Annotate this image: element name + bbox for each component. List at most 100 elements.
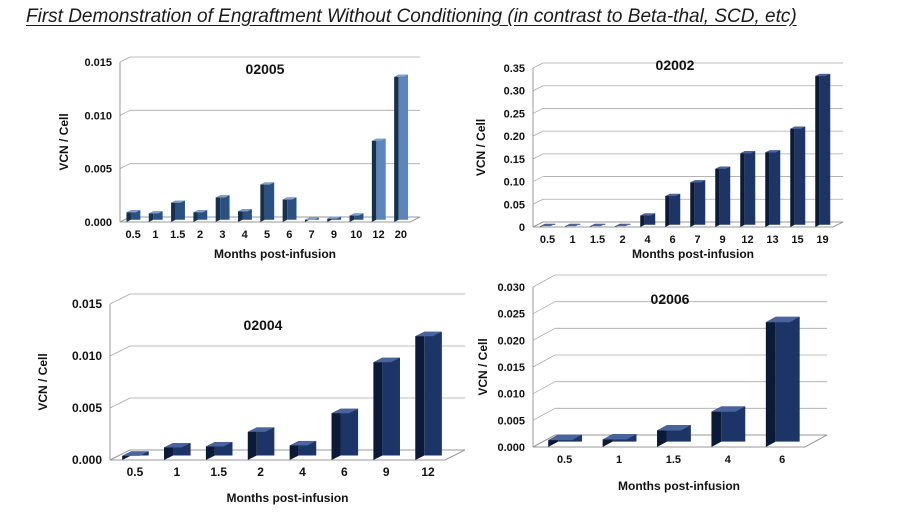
grid-diagonal [532, 407, 556, 421]
chart-title: 02002 [656, 57, 695, 73]
bar [765, 316, 800, 447]
grid-diagonal [532, 381, 556, 395]
bar [565, 223, 581, 227]
chart-title: 02005 [246, 61, 285, 77]
bar-side [373, 357, 383, 460]
x-tick-label: 6 [779, 454, 785, 466]
bar-front [382, 357, 400, 456]
x-tick-label: 4 [299, 465, 306, 479]
bar-front [794, 126, 806, 225]
bar-top [790, 126, 806, 129]
grid-diagonal [532, 198, 544, 205]
bar-top [122, 451, 149, 456]
x-tick-label: 5 [264, 229, 270, 241]
bar-top [657, 425, 691, 431]
chart-title: 02004 [244, 317, 283, 333]
x-tick-label: 0.5 [127, 465, 144, 479]
bar-front [721, 406, 746, 442]
bar [373, 357, 400, 460]
bar [193, 210, 208, 222]
bar-front [220, 195, 230, 220]
grid-diagonal [532, 62, 544, 69]
bar-side [665, 193, 670, 227]
chart-02005: 0.000 0.005 0.010 0.015 0.5 1 1.5 2 3 4 5 6 7 9 10 12 20… [57, 56, 421, 261]
bar-side [148, 211, 154, 222]
bar [164, 443, 191, 460]
y-axis-label: VCN / Cell [474, 119, 488, 176]
bar-side [657, 425, 667, 447]
bar [247, 427, 275, 460]
bar-side [690, 180, 695, 227]
y-axis-label: VCN / Cell [57, 113, 71, 170]
bar-front [287, 197, 297, 220]
x-tick-label: 20 [395, 229, 407, 241]
y-tick-label: 0.10 [504, 177, 525, 189]
y-tick-label: 0.005 [84, 164, 112, 176]
x-tick-label: 1 [173, 465, 180, 479]
bar-top [373, 357, 400, 363]
x-tick-label: 1.5 [590, 234, 605, 246]
bar [415, 331, 442, 460]
x-tick-label: 12 [372, 229, 384, 241]
bar-top [615, 223, 631, 227]
x-axis-label: Months post-infusion [632, 247, 754, 261]
bar-front [197, 210, 208, 220]
bar [640, 213, 656, 227]
bar [304, 217, 319, 222]
bar-front [175, 200, 185, 220]
x-tick-label: 4 [242, 229, 249, 241]
bar-top [205, 441, 233, 447]
bar-side [282, 197, 288, 222]
bar-top [640, 213, 656, 216]
chart-title: 02006 [651, 291, 690, 307]
y-tick-label: 0.30 [504, 86, 525, 98]
bar-front [398, 74, 409, 220]
x-tick-label: 9 [331, 229, 337, 241]
bar-top [327, 216, 342, 219]
bar-top [815, 73, 831, 77]
bar-front [376, 138, 386, 220]
bar-top [690, 180, 706, 183]
x-tick-label: 1.5 [666, 454, 681, 466]
x-tick-label: 0.5 [557, 454, 572, 466]
x-tick-label: 1.5 [170, 229, 185, 241]
bar [215, 195, 230, 222]
x-tick-label: 10 [350, 229, 362, 241]
bar-top [304, 217, 319, 220]
x-axis-label: Months post-infusion [214, 247, 336, 261]
bar-top [164, 443, 191, 448]
chart-02002: 0 0.05 0.10 0.15 0.20 0.25 0.30 0.35 0.5 1 1.5 2 4 6 7… [474, 57, 844, 261]
bar-top [548, 434, 583, 441]
bar-front [644, 213, 656, 225]
bar [126, 210, 141, 222]
bar-front [744, 151, 756, 225]
bar [615, 223, 631, 227]
bar-top [331, 408, 359, 414]
bar-side [238, 209, 243, 222]
bar-top [540, 223, 556, 227]
bar-front [769, 150, 781, 225]
grid-diagonal [532, 176, 544, 182]
x-tick-label: 12 [741, 234, 753, 246]
bar [371, 138, 386, 222]
bar-front [340, 408, 359, 456]
grid-diagonal [119, 109, 131, 116]
bar-side [371, 138, 377, 222]
bar-top [765, 150, 781, 153]
bar [711, 406, 746, 447]
bar [148, 211, 163, 222]
x-axis-label: Months post-infusion [618, 479, 740, 493]
bar-side [815, 73, 820, 227]
y-tick-label: 0.005 [497, 415, 525, 427]
bar-front [242, 209, 252, 220]
x-tick-label: 0.5 [540, 234, 555, 246]
y-tick-label: 0.25 [504, 108, 525, 120]
bar-front [819, 73, 831, 225]
grid-diagonal [532, 274, 556, 288]
bar-front [694, 180, 706, 225]
chart-floor [109, 449, 466, 461]
bar-side [247, 427, 257, 460]
bar [171, 200, 185, 222]
grid-diagonal [532, 327, 556, 341]
bar [282, 197, 297, 222]
